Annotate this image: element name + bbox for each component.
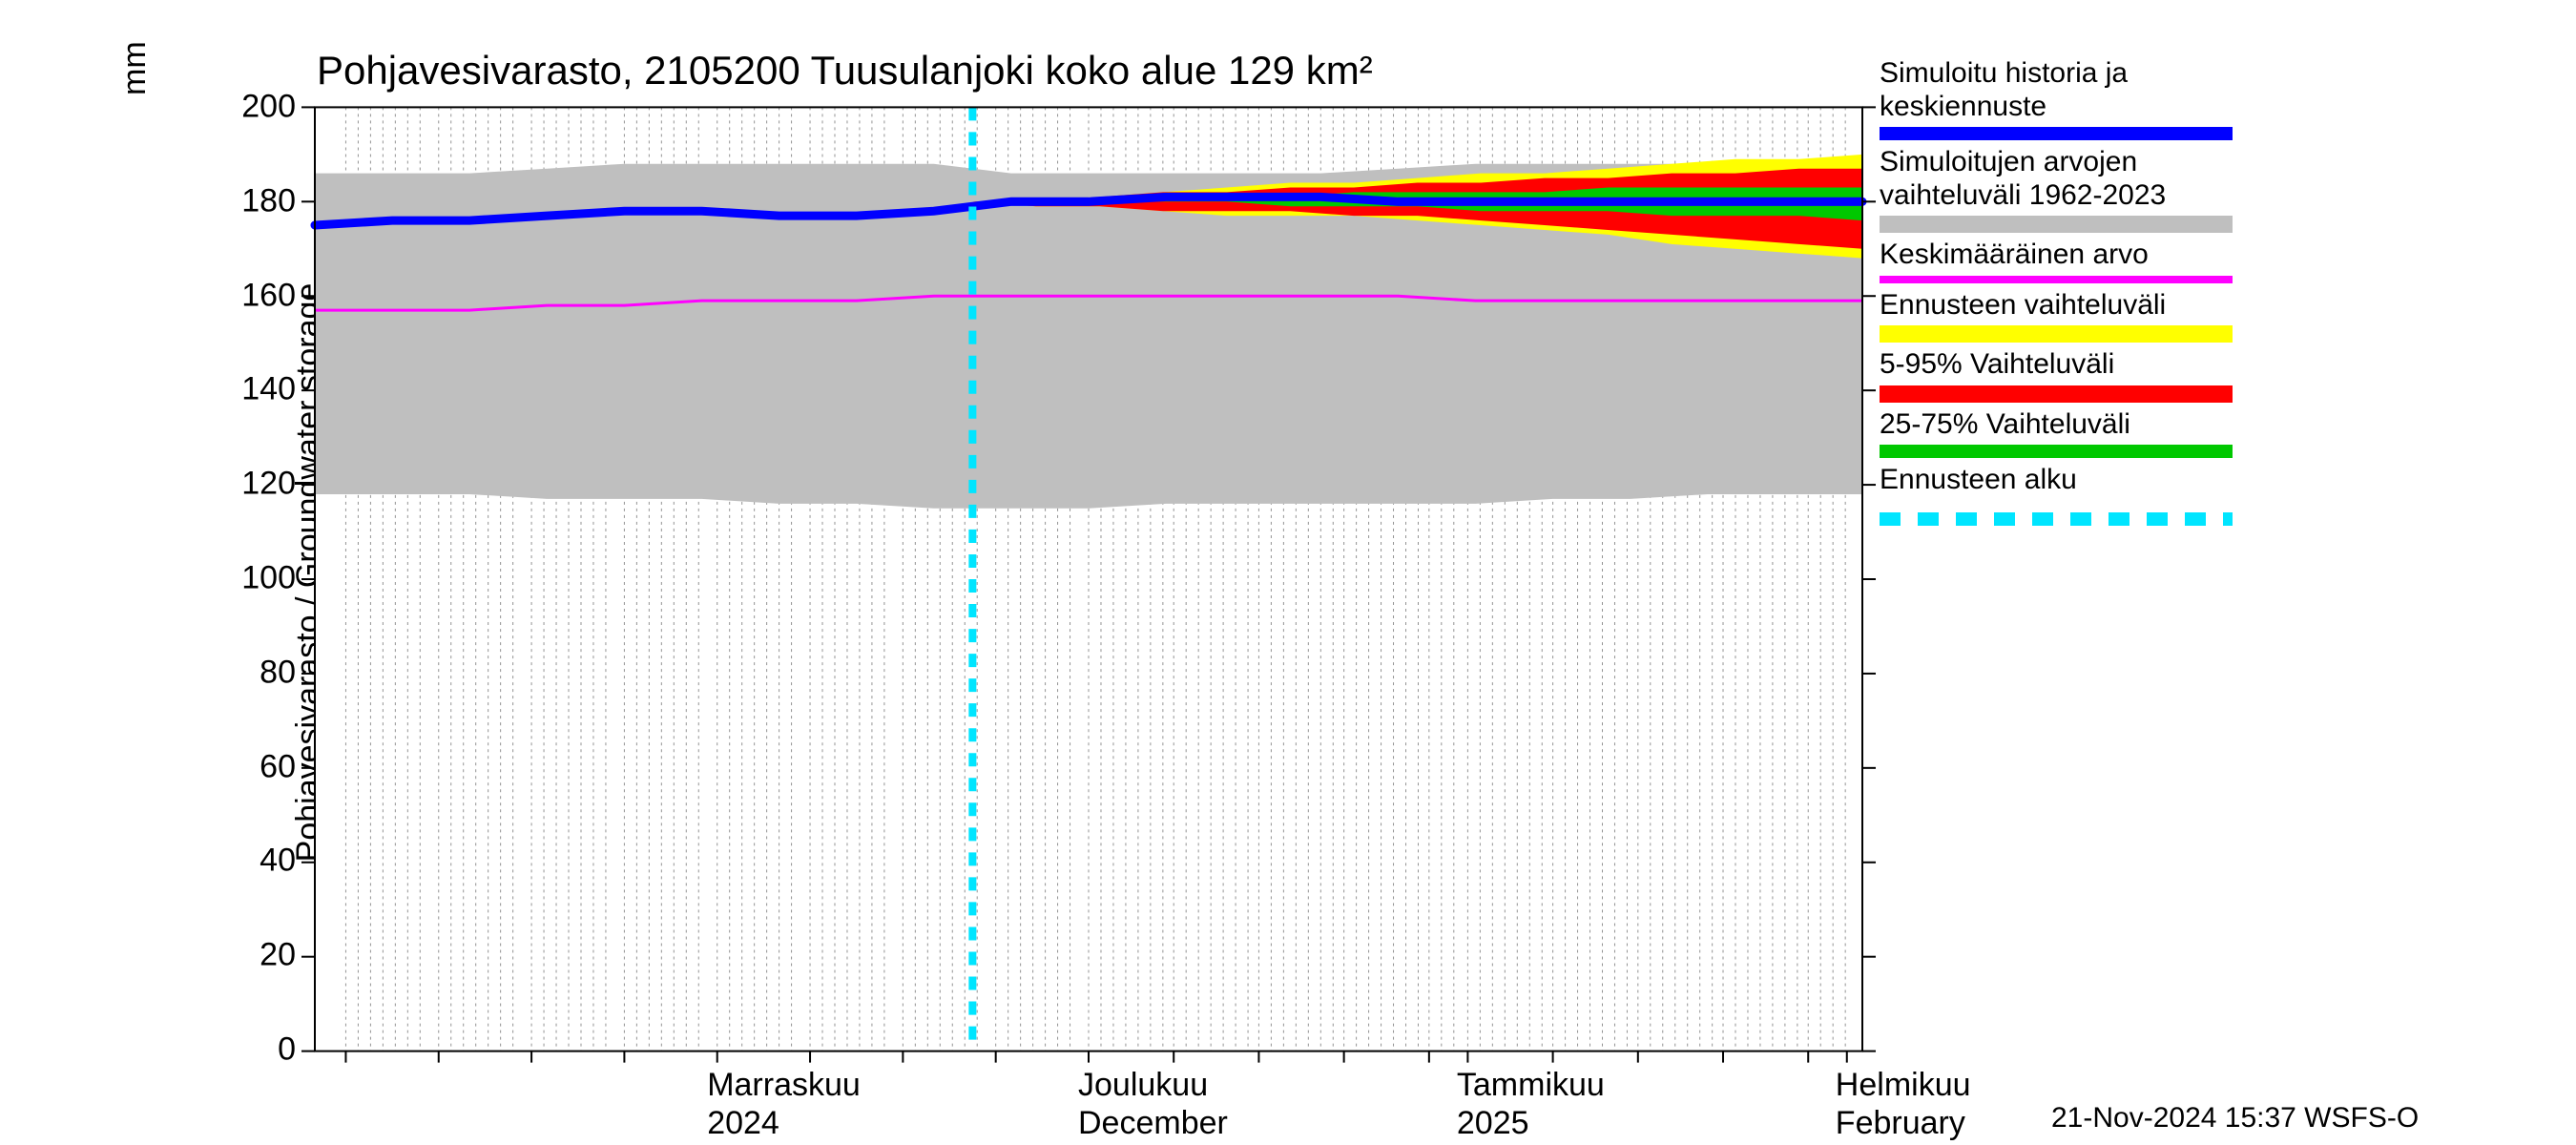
legend-text: Ennusteen alku: [1880, 464, 2547, 497]
legend-swatch: [1880, 276, 2233, 283]
chart-container: Pohjavesivarasto / Groundwater storage m…: [0, 0, 2576, 1145]
x-tick-label-top: Marraskuu: [707, 1067, 861, 1104]
plot-area: [315, 107, 1862, 1051]
legend: Simuloitu historia ja keskiennuste Simulo…: [1880, 57, 2547, 520]
legend-swatch: [1880, 385, 2233, 403]
y-tick-label: 160: [219, 277, 296, 314]
y-tick-label: 60: [219, 748, 296, 785]
y-tick-label: 20: [219, 937, 296, 974]
y-tick-label: 200: [219, 89, 296, 126]
x-tick-label-bottom: December: [1078, 1105, 1228, 1142]
x-tick-label-top: Tammikuu: [1457, 1067, 1605, 1104]
y-tick-label: 40: [219, 843, 296, 880]
legend-entry: Simuloitujen arvojen vaihteluväli 1962-2…: [1880, 146, 2547, 233]
legend-text: Simuloitujen arvojen vaihteluväli 1962-2…: [1880, 146, 2547, 212]
chart-title: Pohjavesivarasto, 2105200 Tuusulanjoki k…: [317, 48, 1373, 94]
x-tick-label-top: Joulukuu: [1078, 1067, 1208, 1104]
legend-entry: 5-95% Vaihteluväli: [1880, 348, 2547, 403]
legend-entry: Ennusteen alku: [1880, 464, 2547, 514]
x-tick-label-bottom: 2025: [1457, 1105, 1529, 1142]
y-tick-label: 100: [219, 560, 296, 597]
legend-text: Ennusteen vaihteluväli: [1880, 289, 2547, 323]
legend-text: Keskimääräinen arvo: [1880, 239, 2547, 272]
legend-text: 25-75% Vaihteluväli: [1880, 408, 2547, 442]
legend-entry: Keskimääräinen arvo: [1880, 239, 2547, 283]
x-tick-label-bottom: February: [1836, 1105, 1965, 1142]
footer-timestamp: 21-Nov-2024 15:37 WSFS-O: [2051, 1102, 2419, 1135]
legend-swatch: [1880, 445, 2233, 458]
y-axis-unit: mm: [116, 41, 154, 95]
y-tick-label: 140: [219, 371, 296, 408]
legend-swatch: [1880, 501, 2233, 514]
legend-entry: Simuloitu historia ja keskiennuste: [1880, 57, 2547, 140]
y-tick-label: 80: [219, 654, 296, 691]
legend-swatch: [1880, 127, 2233, 140]
legend-text: Simuloitu historia ja keskiennuste: [1880, 57, 2547, 123]
legend-swatch: [1880, 325, 2233, 343]
legend-entry: Ennusteen vaihteluväli: [1880, 289, 2547, 344]
x-tick-label-top: Helmikuu: [1836, 1067, 1971, 1104]
legend-entry: 25-75% Vaihteluväli: [1880, 408, 2547, 459]
legend-text: 5-95% Vaihteluväli: [1880, 348, 2547, 382]
y-tick-label: 0: [219, 1031, 296, 1069]
legend-swatch: [1880, 216, 2233, 233]
y-tick-label: 120: [219, 466, 296, 503]
y-tick-label: 180: [219, 182, 296, 219]
x-tick-label-bottom: 2024: [707, 1105, 779, 1142]
